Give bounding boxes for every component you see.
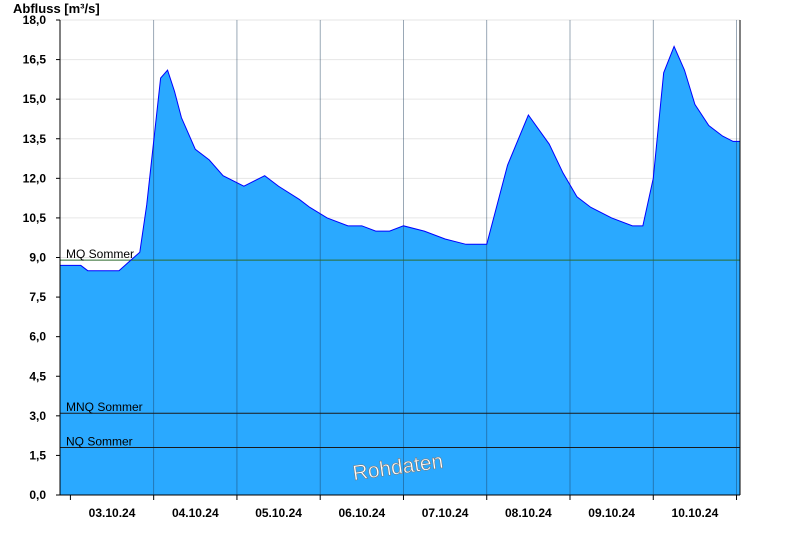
y-tick-label: 0,0 xyxy=(29,488,46,502)
y-tick-label: 9,0 xyxy=(29,251,46,265)
reference-lines: MQ Sommer MNQ Sommer NQ Sommer xyxy=(60,247,740,449)
y-axis-label: Abfluss [m³/s] xyxy=(13,1,100,16)
y-tick-label: 10,5 xyxy=(23,211,47,225)
x-tick-label: 04.10.24 xyxy=(172,506,219,520)
y-tick-label: 4,5 xyxy=(29,369,46,383)
y-tick-label: 1,5 xyxy=(29,448,46,462)
x-tick-label: 03.10.24 xyxy=(89,506,136,520)
x-tick-label: 06.10.24 xyxy=(338,506,385,520)
x-tick-label: 05.10.24 xyxy=(255,506,302,520)
x-tick-label: 10.10.24 xyxy=(672,506,719,520)
y-tick-label: 6,0 xyxy=(29,330,46,344)
reference-line-label: MNQ Sommer xyxy=(66,400,143,414)
x-tick-label: 07.10.24 xyxy=(422,506,469,520)
discharge-line xyxy=(60,45,740,272)
y-tick-label: 7,5 xyxy=(29,290,46,304)
y-tick-label: 12,0 xyxy=(23,171,47,185)
y-tick-label: 15,0 xyxy=(23,92,47,106)
y-tick-label: 3,0 xyxy=(29,409,46,423)
vertical-grid-layer xyxy=(153,20,737,495)
y-tick-label: 13,5 xyxy=(23,132,47,146)
y-tick-label: 18,0 xyxy=(23,13,47,27)
x-tick-label: 09.10.24 xyxy=(588,506,635,520)
reference-line-label: NQ Sommer xyxy=(66,435,133,449)
y-tick-label: 16,5 xyxy=(23,53,47,67)
reference-line-label: MQ Sommer xyxy=(66,247,134,261)
axes: 0,0 1,5 3,0 4,5 6,0 7,5 9,0 10,5 12,0 13,5 15,0 16,… xyxy=(23,13,741,520)
x-tick-label: 08.10.24 xyxy=(505,506,552,520)
